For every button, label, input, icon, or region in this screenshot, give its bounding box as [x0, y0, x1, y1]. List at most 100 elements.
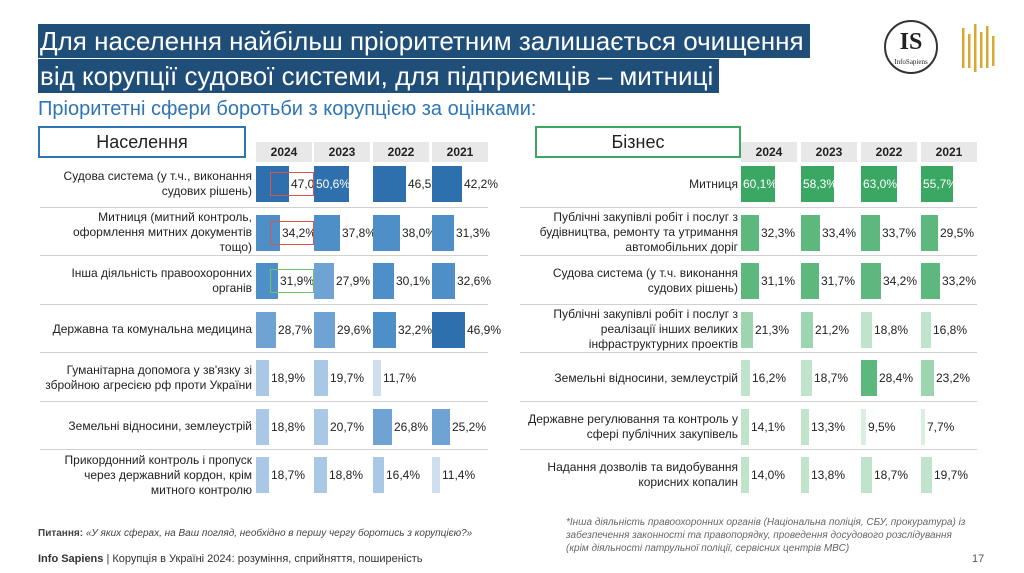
- bar-business-2024: [741, 214, 759, 251]
- row-divider-population: [40, 400, 488, 402]
- bar-population-2024: [256, 408, 269, 445]
- bar-population-2024: [256, 311, 276, 348]
- chart-title-business: Бізнес: [535, 126, 741, 158]
- data-label-business-2022: 18,7%: [874, 468, 909, 483]
- bar-population-2022: [373, 263, 394, 300]
- bar-population-2023: [314, 166, 349, 203]
- question-prefix: Питання:: [38, 528, 84, 539]
- bar-business-2021: [921, 166, 953, 203]
- data-label-population-2021: 32,6%: [457, 274, 492, 289]
- bar-population-2022: [373, 457, 384, 494]
- data-label-business-2022: 34,2%: [883, 274, 918, 289]
- data-label-business-2024: 21,3%: [755, 322, 790, 337]
- data-label-business-2023: 21,2%: [815, 322, 850, 337]
- bar-population-2021: [432, 408, 450, 445]
- bar-business-2021: [921, 263, 940, 300]
- data-label-business-2022: 63,0%: [863, 177, 898, 192]
- row-divider-business: [520, 352, 977, 353]
- footer-text: | Корупція в Україні 2024: розуміння, сп…: [103, 553, 423, 565]
- data-label-population-2021: 25,2%: [452, 419, 487, 434]
- data-label-business-2022: 28,4%: [879, 371, 914, 386]
- data-label-population-2023: 27,9%: [336, 274, 371, 289]
- bars-logo-icon: [962, 24, 995, 72]
- category-label-population: Митниця (митний контроль, оформлення мит…: [72, 210, 252, 255]
- bar-business-2024: [741, 166, 775, 203]
- category-label-business: Митниця: [689, 176, 738, 191]
- bar-business-2023: [801, 166, 834, 203]
- bar-business-2022: [861, 457, 872, 494]
- bar-business-2022: [861, 166, 897, 203]
- year-header-business-2024: 2024: [741, 142, 797, 162]
- bar-population-2022: [373, 214, 400, 251]
- highlight-box-population: [270, 172, 314, 197]
- data-label-population-2021: 46,9%: [467, 322, 502, 337]
- bar-population-2024: [256, 457, 269, 494]
- category-label-business: Публічні закупівлі робіт і послуг з буді…: [539, 210, 738, 255]
- data-label-business-2024: 14,0%: [751, 468, 786, 483]
- data-label-business-2024: 60,1%: [743, 177, 778, 192]
- bar-business-2022: [861, 263, 881, 300]
- data-label-population-2024: 18,7%: [271, 468, 306, 483]
- row-divider-business: [520, 400, 977, 402]
- bar-population-2024: [256, 263, 278, 300]
- data-label-population-2022: 16,4%: [386, 468, 421, 483]
- data-label-business-2021: 19,7%: [934, 468, 969, 483]
- data-label-business-2021: 23,2%: [936, 371, 971, 386]
- year-header-business-2022: 2022: [861, 142, 917, 162]
- data-label-business-2022: 18,8%: [874, 322, 909, 337]
- data-label-population-2024: 31,9%: [280, 274, 315, 289]
- category-label-business: Надання дозволів та видобування корисних…: [547, 460, 738, 490]
- bar-business-2023: [801, 457, 809, 494]
- data-label-business-2024: 31,1%: [761, 274, 796, 289]
- highlight-box-population: [270, 269, 314, 294]
- data-label-business-2021: 33,2%: [942, 274, 977, 289]
- bar-population-2023: [314, 457, 327, 494]
- row-divider-population: [40, 206, 488, 208]
- data-label-population-2021: 31,3%: [456, 225, 491, 240]
- bar-population-2022: [373, 166, 406, 203]
- page-number: 17: [972, 553, 985, 565]
- data-label-business-2023: 58,3%: [803, 177, 838, 192]
- data-label-business-2021: 29,5%: [940, 225, 975, 240]
- data-label-business-2021: 55,7%: [923, 177, 958, 192]
- slide-subtitle: Пріоритетні сфери боротьби з корупцією з…: [38, 98, 537, 120]
- footer-brand: Info Sapiens: [38, 553, 104, 565]
- bar-population-2021: [432, 311, 465, 348]
- question-text: Питання: «У яких сферах, на Ваш погляд, …: [38, 528, 472, 539]
- data-label-population-2023: 19,7%: [330, 371, 365, 386]
- bar-population-2021: [432, 263, 455, 300]
- footnote: *Інша діяльність правоохоронних органів …: [566, 517, 966, 554]
- category-label-population: Державна та комунальна медицина: [52, 322, 252, 337]
- category-label-population: Земельні відносини, землеустрій: [68, 419, 252, 434]
- category-label-business: Судова система (у т.ч. виконання судових…: [552, 266, 738, 296]
- chart-title-population: Населення: [38, 126, 246, 158]
- row-divider-population: [40, 255, 488, 256]
- bar-business-2022: [861, 214, 880, 251]
- bar-population-2022: [373, 408, 392, 445]
- bar-population-2023: [314, 311, 335, 348]
- data-label-business-2023: 33,4%: [822, 225, 857, 240]
- data-label-business-2023: 13,8%: [811, 468, 846, 483]
- title-line-1: Для населення найбільш пріоритетним зали…: [38, 24, 810, 58]
- bar-business-2023: [801, 311, 813, 348]
- row-divider-population: [40, 449, 488, 450]
- data-label-population-2022: 26,8%: [394, 419, 429, 434]
- bar-population-2023: [314, 263, 334, 300]
- bar-business-2024: [741, 408, 749, 445]
- category-label-business: Публічні закупівлі робіт і послуг з реал…: [553, 307, 738, 352]
- data-label-population-2024: 18,8%: [271, 419, 306, 434]
- data-label-population-2023: 18,8%: [329, 468, 364, 483]
- row-divider-business: [520, 303, 977, 305]
- bar-population-2021: [432, 166, 462, 203]
- data-label-business-2024: 16,2%: [752, 371, 787, 386]
- data-label-population-2022: 38,0%: [402, 225, 437, 240]
- category-label-population: Прикордонний контроль і пропуск через де…: [64, 452, 252, 497]
- bar-population-2023: [314, 360, 328, 397]
- data-label-population-2023: 37,8%: [342, 225, 377, 240]
- data-label-business-2023: 18,7%: [814, 371, 849, 386]
- bar-business-2024: [741, 311, 753, 348]
- bar-business-2024: [741, 263, 759, 300]
- year-header-population-2023: 2023: [314, 142, 370, 162]
- bar-business-2022: [861, 408, 866, 445]
- data-label-business-2024: 14,1%: [751, 419, 786, 434]
